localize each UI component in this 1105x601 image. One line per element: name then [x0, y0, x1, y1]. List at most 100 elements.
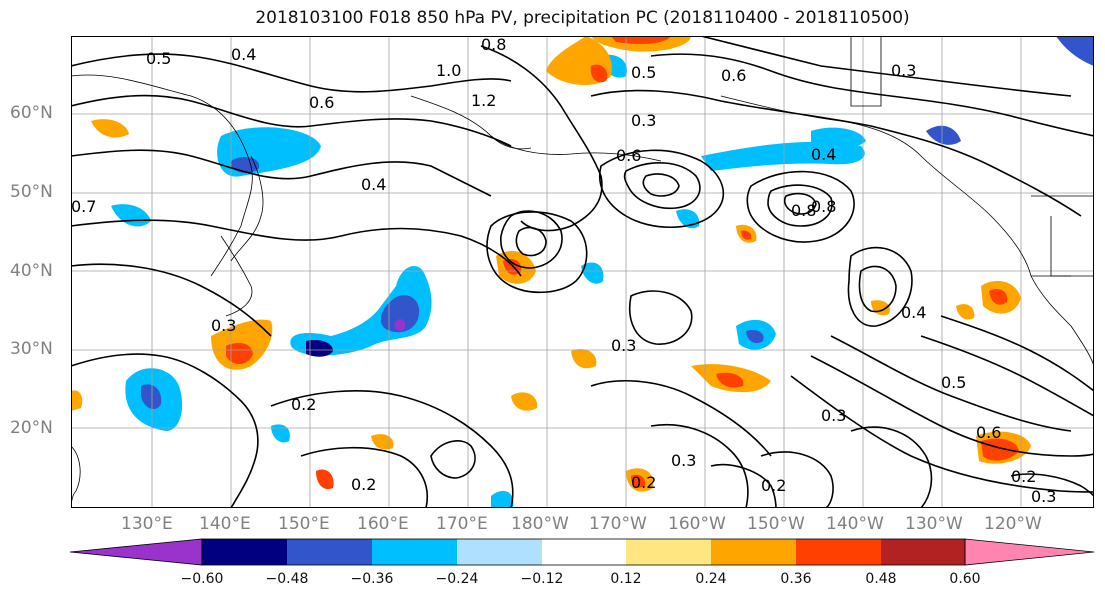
colorbar-tick-label: 0.12	[610, 571, 642, 587]
positive-anomaly-region	[590, 64, 608, 83]
contour-label: 0.4	[901, 303, 926, 322]
contour-label: 0.6	[616, 146, 641, 165]
contour-label: 0.3	[1031, 487, 1056, 506]
longitude-label: 180°W	[511, 514, 569, 534]
contour-label: 0.4	[231, 45, 256, 64]
positive-anomaly-region	[631, 474, 646, 488]
colorbar-tick-label: −0.12	[520, 571, 564, 587]
pv-contour-line	[1010, 473, 1094, 497]
contour-label: 1.2	[471, 91, 496, 110]
longitude-label: 170°E	[436, 514, 488, 534]
contour-label: 0.8	[791, 201, 816, 220]
pv-contour-line	[810, 355, 1094, 457]
colorbar-tick-label: −0.36	[350, 571, 394, 587]
pv-contour-line	[700, 36, 1072, 97]
negative-anomaly-region	[306, 340, 333, 357]
contour-label: 0.2	[291, 395, 316, 414]
positive-anomaly-region	[511, 392, 538, 411]
pv-contour-line	[590, 380, 772, 457]
pv-contour-line	[71, 94, 512, 147]
pv-contour-line	[783, 192, 817, 215]
colorbar-lower-extension	[70, 538, 203, 566]
contour-label: 0.2	[1011, 467, 1036, 486]
pv-contour-line	[642, 173, 680, 197]
coastlines	[71, 36, 1094, 508]
negative-anomaly-region	[380, 295, 420, 333]
pv-contour-line	[790, 375, 1094, 493]
pv-contour-line	[430, 440, 476, 479]
contour-label: 0.4	[361, 175, 386, 194]
pv-contour-line	[858, 265, 897, 313]
map-plot-area: 0.5 0.4 0.8 0.6 1.0 1.2 0.7 0.3 0.2 0.5 …	[71, 36, 1094, 508]
positive-anomaly-region	[741, 230, 752, 240]
colorbar-tick-label: 0.36	[780, 571, 812, 587]
pv-contour-line	[71, 353, 259, 508]
negative-anomaly-region	[290, 266, 432, 356]
longitude-label: 170°W	[589, 514, 647, 534]
colorbar-upper-extension	[964, 538, 1095, 566]
pv-contour-line	[650, 423, 749, 508]
pv-contour-line	[940, 315, 1094, 392]
contour-label: 1.0	[436, 61, 461, 80]
pv-contour-line	[599, 149, 725, 229]
negative-anomaly-region	[394, 319, 406, 331]
coastline	[71, 74, 253, 277]
positive-anomaly-region	[716, 372, 744, 388]
latitude-label: 50°N	[10, 182, 53, 202]
colorbar-tick-label: −0.48	[265, 571, 309, 587]
latitude-label: 30°N	[10, 339, 53, 359]
positive-anomaly-region	[989, 289, 1008, 305]
negative-anomaly-region	[926, 125, 961, 145]
positive-anomaly-region	[981, 438, 1019, 461]
colorbar-segment	[457, 539, 542, 565]
pv-contours	[71, 36, 1094, 508]
pv-contour-line	[71, 53, 512, 93]
pv-contour-line	[830, 335, 1072, 432]
pv-contour-line	[71, 263, 272, 337]
colorbar-tick-label: 0.24	[695, 571, 727, 587]
pv-contour-line	[767, 184, 833, 227]
pv-contour-line	[920, 335, 1094, 417]
negative-anomaly-region	[1056, 36, 1094, 66]
pv-contour-line	[850, 426, 933, 508]
colorbar-segment	[287, 539, 372, 565]
pv-contour-line	[500, 210, 563, 269]
coastline	[850, 36, 882, 107]
contour-label: 0.2	[761, 476, 786, 495]
pv-contour-line	[650, 53, 1094, 137]
pv-contour-line	[300, 446, 428, 508]
colorbar-segment	[881, 539, 965, 565]
positive-anomaly-region	[956, 304, 975, 320]
coastline	[1030, 275, 1094, 367]
contour-label: 0.2	[351, 475, 376, 494]
longitude-label: 140°W	[826, 514, 884, 534]
pv-contour-line	[270, 390, 514, 508]
negative-anomaly-region	[811, 127, 866, 148]
latitude-label: 20°N	[10, 418, 53, 438]
positive-anomaly-region	[91, 119, 129, 138]
colorbar-segment	[372, 539, 457, 565]
pv-contour-line	[486, 211, 588, 294]
positive-anomaly-region	[316, 469, 334, 490]
positive-anomaly-region	[226, 342, 253, 365]
contour-label: 0.6	[309, 93, 334, 112]
colorbar-segment	[542, 539, 626, 565]
longitude-label: 130°E	[121, 514, 173, 534]
pv-contour-line	[623, 161, 701, 210]
colorbar-tick-label: −0.24	[435, 571, 479, 587]
contour-label: 0.4	[811, 145, 836, 164]
longitude-label: 160°E	[357, 514, 409, 534]
pv-contour-line	[71, 149, 492, 197]
contour-label: 0.5	[146, 49, 171, 68]
contour-label: 0.5	[941, 373, 966, 392]
pv-contour-line	[71, 219, 522, 277]
negative-anomaly-region	[271, 424, 290, 443]
longitude-label: 130°W	[905, 514, 963, 534]
colorbar-segment	[796, 539, 881, 565]
pv-contour-line	[710, 463, 777, 508]
contour-label: 0.8	[481, 36, 506, 54]
colorbar-frame	[201, 538, 966, 566]
positive-anomaly-region	[571, 349, 597, 369]
longitude-label: 160°W	[668, 514, 726, 534]
negative-anomaly-region	[676, 209, 700, 229]
